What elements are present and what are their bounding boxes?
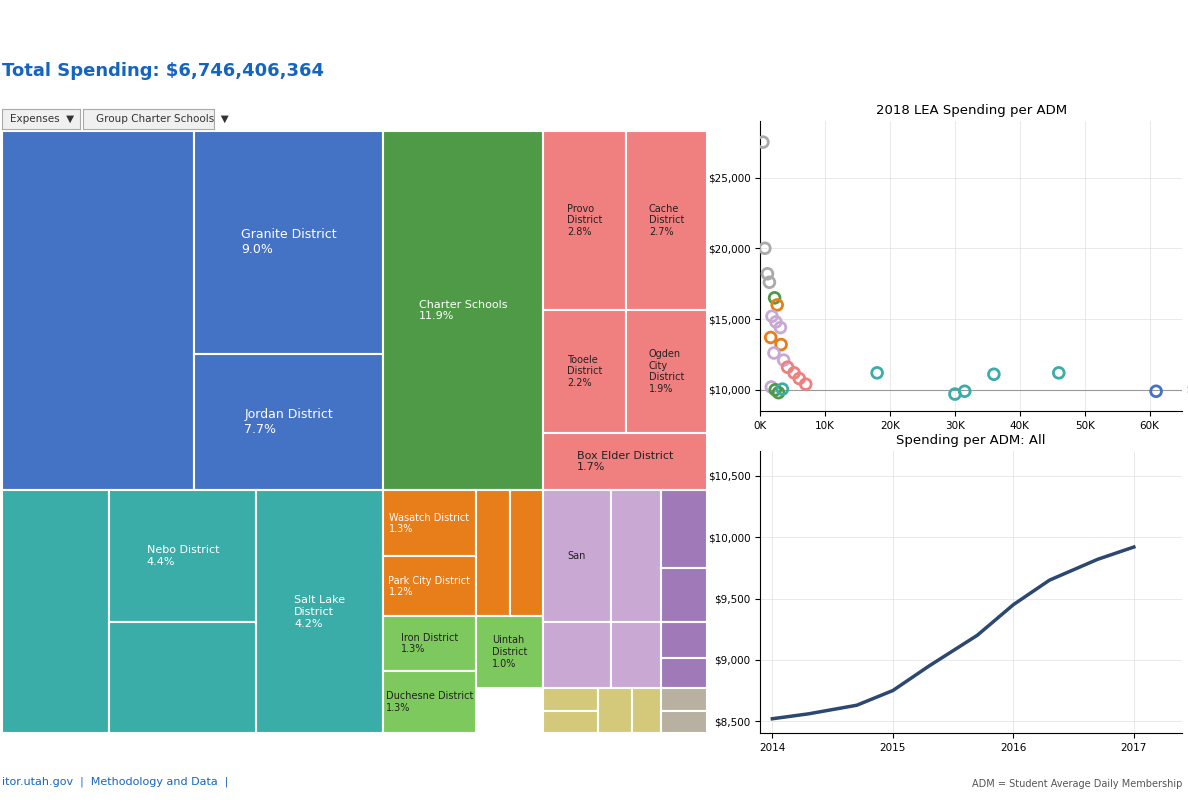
FancyBboxPatch shape: [194, 354, 384, 491]
FancyBboxPatch shape: [543, 131, 626, 310]
FancyBboxPatch shape: [543, 711, 598, 733]
FancyBboxPatch shape: [661, 491, 707, 567]
FancyBboxPatch shape: [543, 622, 611, 688]
Point: [775, 354, 794, 367]
Point: [985, 368, 1004, 380]
FancyBboxPatch shape: [543, 688, 598, 711]
FancyBboxPatch shape: [611, 491, 661, 622]
Text: Charter Schools
11.9%: Charter Schools 11.9%: [419, 300, 507, 322]
FancyBboxPatch shape: [543, 310, 626, 433]
Text: Provo
District
2.8%: Provo District 2.8%: [567, 204, 602, 237]
FancyBboxPatch shape: [661, 688, 707, 711]
Point: [764, 347, 783, 359]
Text: Iron District
1.3%: Iron District 1.3%: [400, 633, 459, 654]
Text: Cache
District
2.7%: Cache District 2.7%: [649, 204, 684, 237]
FancyBboxPatch shape: [598, 688, 632, 733]
FancyBboxPatch shape: [384, 131, 543, 491]
Point: [753, 135, 772, 148]
FancyBboxPatch shape: [109, 622, 257, 733]
FancyBboxPatch shape: [611, 622, 661, 688]
Point: [955, 384, 974, 397]
FancyBboxPatch shape: [257, 491, 384, 733]
Text: Jordan District
7.7%: Jordan District 7.7%: [245, 408, 333, 436]
FancyBboxPatch shape: [626, 310, 707, 433]
FancyBboxPatch shape: [384, 617, 475, 671]
Point: [766, 384, 785, 397]
FancyBboxPatch shape: [384, 491, 475, 556]
FancyBboxPatch shape: [384, 556, 475, 617]
Point: [778, 361, 797, 374]
FancyBboxPatch shape: [511, 491, 543, 617]
FancyBboxPatch shape: [543, 491, 611, 622]
FancyBboxPatch shape: [194, 131, 384, 354]
Point: [1146, 384, 1165, 397]
Text: Expenses  ▼: Expenses ▼: [10, 114, 74, 124]
Text: Uintah
District
1.0%: Uintah District 1.0%: [492, 635, 527, 669]
Point: [867, 367, 886, 380]
Point: [765, 292, 784, 305]
Text: San: San: [568, 551, 586, 561]
Point: [769, 386, 788, 399]
Point: [758, 268, 777, 280]
Point: [790, 372, 809, 385]
Point: [763, 310, 782, 322]
Text: Granite District
9.0%: Granite District 9.0%: [241, 228, 336, 256]
Point: [766, 315, 785, 328]
FancyBboxPatch shape: [384, 671, 475, 733]
Point: [946, 388, 965, 401]
Text: ADM = Student Average Daily Membership: ADM = Student Average Daily Membership: [972, 779, 1182, 788]
FancyBboxPatch shape: [661, 658, 707, 688]
Text: Sta: Sta: [1187, 384, 1188, 395]
FancyBboxPatch shape: [661, 622, 707, 658]
Point: [771, 338, 790, 351]
Point: [771, 321, 790, 334]
Text: Total Spending by Local Education Agency: Total Spending by Local Education Agency: [296, 15, 892, 38]
Point: [796, 378, 815, 391]
FancyBboxPatch shape: [661, 567, 707, 622]
Text: Salt Lake
District
4.2%: Salt Lake District 4.2%: [295, 596, 346, 629]
Point: [784, 367, 803, 380]
Title: Spending per ADM: All: Spending per ADM: All: [897, 434, 1045, 447]
Text: itor.utah.gov  |  Methodology and Data  |: itor.utah.gov | Methodology and Data |: [2, 776, 229, 787]
Point: [762, 380, 781, 393]
FancyBboxPatch shape: [626, 131, 707, 310]
Point: [767, 298, 786, 311]
Text: Wasatch District
1.3%: Wasatch District 1.3%: [390, 513, 469, 534]
FancyBboxPatch shape: [661, 711, 707, 733]
FancyBboxPatch shape: [543, 433, 707, 491]
Text: Nebo District
4.4%: Nebo District 4.4%: [146, 546, 219, 567]
FancyBboxPatch shape: [475, 617, 543, 688]
Point: [756, 242, 775, 255]
Text: Ogden
City
District
1.9%: Ogden City District 1.9%: [649, 349, 684, 394]
Text: Box Elder District
1.7%: Box Elder District 1.7%: [577, 451, 674, 472]
Text: Park City District
1.2%: Park City District 1.2%: [388, 575, 470, 597]
Point: [760, 276, 779, 289]
FancyBboxPatch shape: [475, 491, 511, 617]
Point: [773, 383, 792, 396]
FancyBboxPatch shape: [2, 131, 194, 491]
FancyBboxPatch shape: [2, 491, 109, 733]
Point: [762, 331, 781, 344]
FancyBboxPatch shape: [109, 491, 257, 622]
Text: Tooele
District
2.2%: Tooele District 2.2%: [567, 355, 602, 388]
Text: Group Charter Schools  ▼: Group Charter Schools ▼: [96, 114, 229, 124]
Text: Total Spending: $6,746,406,364: Total Spending: $6,746,406,364: [2, 62, 324, 81]
Text: Duchesne District
1.3%: Duchesne District 1.3%: [386, 692, 473, 713]
FancyBboxPatch shape: [632, 688, 661, 733]
Title: 2018 LEA Spending per ADM: 2018 LEA Spending per ADM: [876, 104, 1067, 117]
Point: [1049, 367, 1068, 380]
